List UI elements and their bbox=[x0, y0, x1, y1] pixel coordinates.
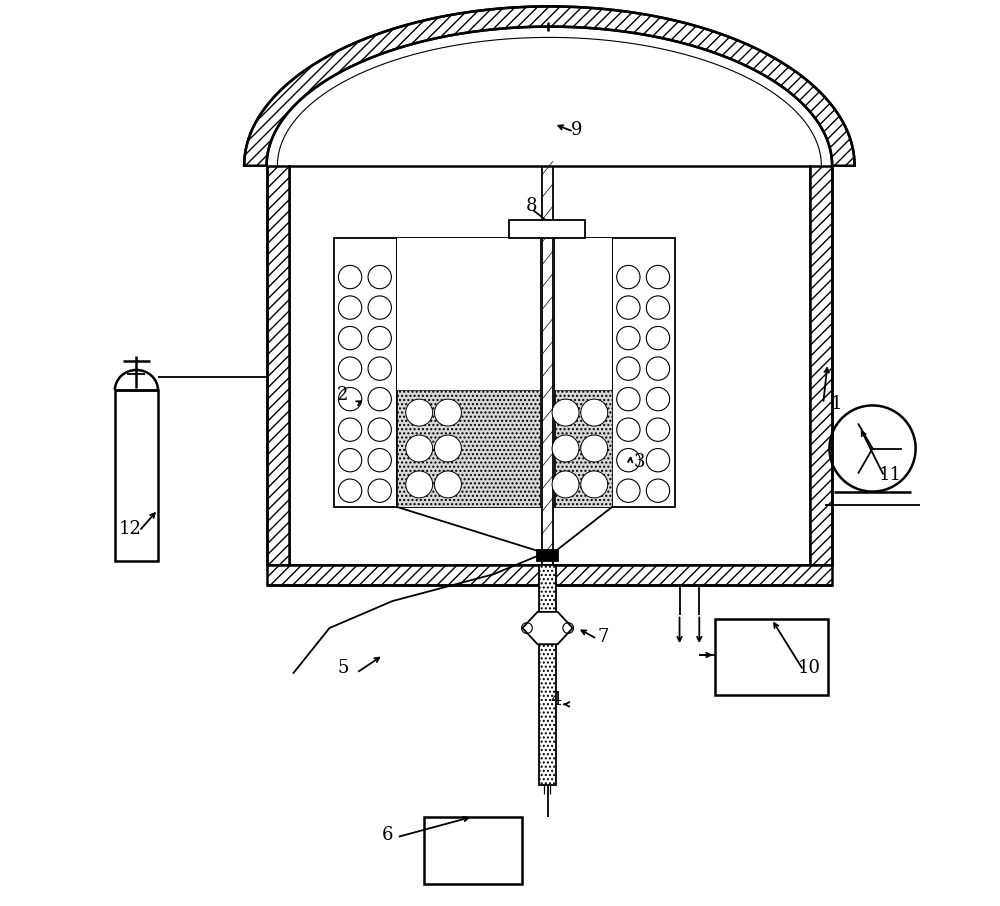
Bar bbox=[555, 237, 612, 506]
Bar bbox=[537, 550, 558, 561]
Text: 10: 10 bbox=[798, 660, 821, 678]
Bar bbox=[397, 237, 540, 506]
Bar bbox=[810, 166, 832, 565]
Bar bbox=[424, 816, 522, 884]
Text: 3: 3 bbox=[633, 453, 645, 471]
Circle shape bbox=[581, 400, 608, 426]
Polygon shape bbox=[244, 6, 855, 166]
Bar bbox=[397, 390, 540, 506]
Bar bbox=[612, 237, 675, 506]
Text: 9: 9 bbox=[571, 120, 582, 139]
Circle shape bbox=[406, 471, 433, 498]
Circle shape bbox=[581, 435, 608, 462]
Circle shape bbox=[581, 471, 608, 498]
Circle shape bbox=[434, 400, 461, 426]
Bar bbox=[539, 565, 556, 786]
Text: 12: 12 bbox=[119, 520, 142, 538]
Text: 8: 8 bbox=[526, 198, 537, 215]
Text: 5: 5 bbox=[337, 660, 349, 678]
Circle shape bbox=[406, 435, 433, 462]
Bar bbox=[267, 166, 289, 565]
Circle shape bbox=[434, 435, 461, 462]
Text: 4: 4 bbox=[551, 691, 562, 708]
Circle shape bbox=[552, 471, 579, 498]
Bar bbox=[115, 390, 158, 561]
Polygon shape bbox=[522, 612, 573, 644]
Circle shape bbox=[552, 435, 579, 462]
Bar bbox=[334, 237, 397, 506]
Bar bbox=[715, 619, 828, 696]
Text: 1: 1 bbox=[831, 395, 842, 412]
Bar bbox=[397, 237, 540, 390]
Bar bbox=[509, 219, 585, 237]
Bar bbox=[555, 390, 612, 506]
Bar bbox=[267, 565, 832, 585]
Circle shape bbox=[406, 400, 433, 426]
Bar bbox=[555, 237, 612, 390]
Bar bbox=[289, 166, 810, 565]
Text: 11: 11 bbox=[879, 467, 902, 485]
Circle shape bbox=[552, 400, 579, 426]
Text: 7: 7 bbox=[598, 628, 609, 646]
Circle shape bbox=[434, 471, 461, 498]
Text: 6: 6 bbox=[382, 825, 394, 843]
Text: 2: 2 bbox=[337, 386, 349, 404]
